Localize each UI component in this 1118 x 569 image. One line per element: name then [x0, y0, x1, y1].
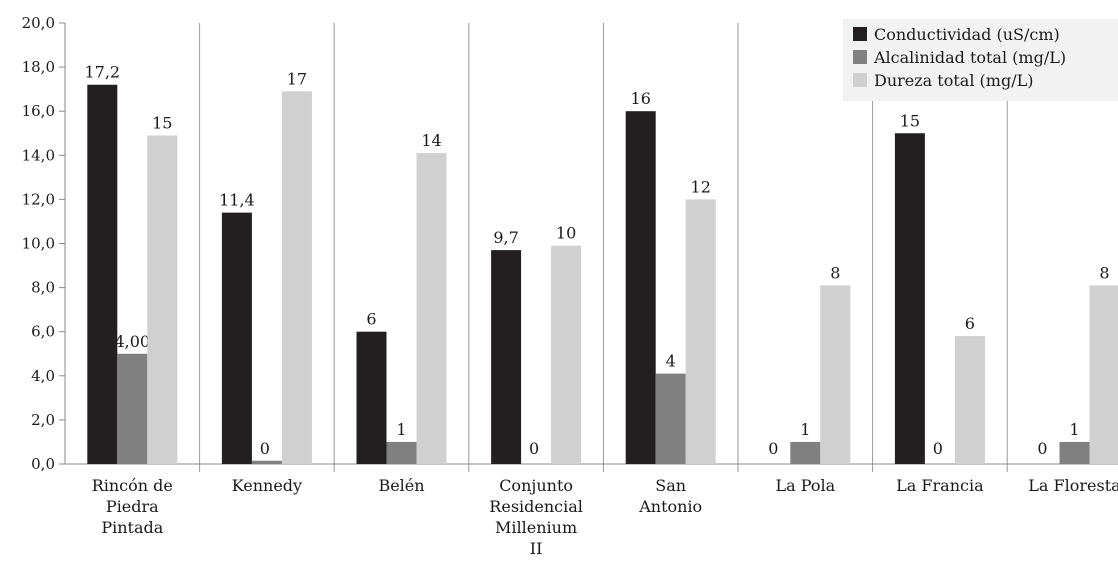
bar-2 [117, 354, 147, 464]
bar-1 [87, 85, 117, 464]
data-label: 1 [396, 420, 406, 439]
y-tick-label: 20,0 [22, 14, 55, 32]
data-label: 0 [768, 439, 778, 458]
legend-label: Dureza total (mg/L) [874, 71, 1033, 90]
y-tick-label: 12,0 [22, 190, 55, 208]
data-label: 0 [529, 439, 539, 458]
category-label: La Pola [775, 476, 835, 495]
bar-2 [387, 442, 417, 464]
category-label: La Floresta [1028, 476, 1118, 495]
data-label: 0 [933, 439, 943, 458]
data-label: 8 [830, 263, 840, 282]
category-label: San [655, 476, 686, 495]
category-label: Residencial [489, 497, 583, 516]
legend-label: Conductividad (uS/cm) [874, 25, 1060, 44]
data-label: 0 [260, 439, 270, 458]
legend-label: Alcalinidad total (mg/L) [873, 48, 1066, 67]
data-label: 17,2 [84, 63, 120, 82]
bar-3 [955, 336, 985, 464]
category-label: Conjunto [499, 476, 573, 495]
data-label: 1 [800, 420, 810, 439]
category-label: Kennedy [232, 476, 302, 495]
data-label: 6 [366, 310, 376, 329]
bar-2 [252, 461, 282, 464]
bar-2 [656, 374, 686, 464]
data-label: 16 [631, 89, 651, 108]
y-tick-label: 10,0 [22, 235, 55, 253]
data-label: 12 [691, 177, 711, 196]
data-label: 0 [1037, 439, 1047, 458]
data-label: 15 [152, 113, 172, 132]
legend-swatch [853, 27, 867, 41]
category-label: Rincón de [92, 476, 173, 495]
data-label: 10 [556, 224, 576, 243]
data-label: 9,7 [493, 228, 518, 247]
data-label: 4,00 [114, 332, 150, 351]
bar-1 [222, 213, 252, 464]
bar-1 [491, 250, 521, 464]
bar-2 [1060, 442, 1090, 464]
data-label: 1 [1069, 420, 1079, 439]
legend-swatch [853, 73, 867, 87]
bar-1 [895, 133, 925, 464]
bar-3 [417, 153, 447, 464]
y-tick-label: 2,0 [31, 411, 55, 429]
bar-3 [551, 246, 581, 464]
data-label: 6 [965, 314, 975, 333]
category-label: Belén [378, 476, 424, 495]
bar-3 [686, 199, 716, 464]
category-label: Pintada [101, 518, 163, 537]
data-label: 11,4 [219, 191, 255, 210]
y-tick-label: 4,0 [31, 367, 55, 385]
y-tick-label: 18,0 [22, 58, 55, 76]
category-label: Antonio [638, 497, 702, 516]
category-label: II [530, 539, 543, 558]
category-label: Millenium [495, 518, 577, 537]
y-tick-label: 0,0 [31, 455, 55, 473]
bar-3 [820, 285, 850, 464]
data-label: 17 [287, 69, 307, 88]
data-label: 14 [421, 131, 441, 150]
y-tick-label: 16,0 [22, 102, 55, 120]
bar-3 [282, 91, 312, 464]
bar-1 [626, 111, 656, 464]
bar-2 [790, 442, 820, 464]
y-tick-label: 8,0 [31, 279, 55, 297]
legend-swatch [853, 50, 867, 64]
y-tick-label: 14,0 [22, 146, 55, 164]
bar-3 [1090, 285, 1118, 464]
bar-3 [147, 135, 177, 464]
category-label: Piedra [106, 497, 159, 516]
bar-1 [357, 332, 387, 464]
y-tick-label: 6,0 [31, 323, 55, 341]
data-label: 15 [900, 111, 920, 130]
data-label: 8 [1099, 263, 1109, 282]
category-label: La Francia [896, 476, 984, 495]
data-label: 4 [666, 352, 676, 371]
